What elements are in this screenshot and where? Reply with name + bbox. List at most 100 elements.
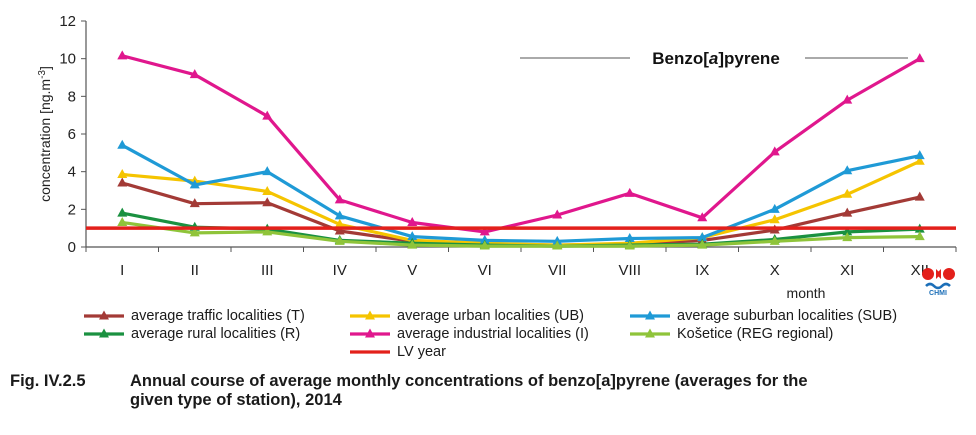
- y-tick-label: 0: [68, 239, 76, 256]
- data-point: [117, 50, 128, 60]
- x-tick-label: VIII: [618, 262, 641, 279]
- y-tick-label: 4: [68, 164, 76, 181]
- data-point: [552, 209, 563, 219]
- x-tick-label: IX: [695, 262, 709, 279]
- data-point: [407, 217, 418, 227]
- x-tick-label: VII: [548, 262, 566, 279]
- data-point: [262, 197, 273, 207]
- legend-triangle-swatch-icon: [84, 310, 124, 320]
- data-point: [117, 217, 128, 227]
- legend-label: average suburban localities (SUB): [677, 308, 898, 324]
- legend-label: average urban localities (UB): [397, 308, 584, 324]
- data-point: [914, 231, 925, 241]
- data-point: [262, 110, 273, 120]
- y-tick-label: 2: [68, 201, 76, 218]
- legend-item: LV year: [350, 342, 446, 362]
- data-point: [914, 155, 925, 165]
- legend-label: average industrial localities (I): [397, 326, 589, 342]
- data-point: [842, 232, 853, 242]
- legend-label: average traffic localities (T): [131, 308, 305, 324]
- chart-marks: [86, 50, 956, 250]
- data-point: [407, 231, 418, 241]
- data-point: [914, 150, 925, 160]
- data-point: [842, 207, 853, 217]
- x-tick-label: I: [120, 262, 124, 279]
- caption-text-line1: Annual course of average monthly concent…: [130, 372, 808, 390]
- title-background: [630, 44, 805, 72]
- series-line-2: [121, 143, 921, 243]
- legend-triangle-swatch-icon: [84, 328, 124, 338]
- data-point: [189, 179, 200, 189]
- data-point: [697, 232, 708, 242]
- data-point: [262, 166, 273, 176]
- legend-item: average suburban localities (SUB): [630, 306, 897, 326]
- data-point: [189, 227, 200, 237]
- data-point: [842, 94, 853, 104]
- chart-title: Benzo[a]pyrene: [652, 49, 780, 68]
- data-point: [117, 177, 128, 187]
- data-point: [914, 53, 925, 63]
- data-point: [334, 210, 345, 220]
- figure-caption: Fig. IV.2.5 Annual course of average mont…: [10, 372, 970, 410]
- data-point: [334, 225, 345, 235]
- data-point: [334, 194, 345, 204]
- legend-item: average rural localities (R): [84, 324, 300, 344]
- data-point: [624, 187, 635, 197]
- y-axis-title: concentration [ng.m-3]: [37, 66, 54, 202]
- series-line-4: [121, 54, 921, 234]
- data-point: [842, 188, 853, 198]
- data-point: [479, 240, 490, 250]
- legend-label: average rural localities (R): [131, 326, 301, 342]
- data-point: [769, 203, 780, 213]
- data-point: [189, 198, 200, 208]
- x-tick-label: IV: [333, 262, 347, 279]
- data-point: [189, 69, 200, 79]
- data-point: [842, 165, 853, 175]
- data-point: [552, 240, 563, 250]
- legend-item: average traffic localities (T): [84, 306, 305, 326]
- caption-text-line2: given type of station), 2014: [130, 391, 342, 409]
- data-point: [117, 139, 128, 149]
- y-tick-label: 8: [68, 88, 76, 105]
- x-tick-label: II: [191, 262, 199, 279]
- legend-label: Košetice (REG regional): [677, 326, 834, 342]
- data-point: [697, 212, 708, 222]
- legend-line-swatch-icon: [350, 350, 390, 354]
- data-point: [624, 240, 635, 250]
- y-tick-label: 12: [59, 13, 76, 30]
- legend-triangle-swatch-icon: [630, 310, 670, 320]
- x-tick-label: V: [407, 262, 417, 279]
- data-point: [334, 235, 345, 245]
- data-point: [479, 234, 490, 244]
- data-point: [479, 226, 490, 236]
- y-tick-label: 10: [59, 51, 76, 68]
- data-point: [769, 235, 780, 245]
- x-tick-label: XI: [840, 262, 854, 279]
- x-axis-title: month: [787, 285, 826, 300]
- x-tick-label: X: [770, 262, 780, 279]
- data-point: [624, 233, 635, 243]
- legend-label: LV year: [397, 344, 446, 360]
- legend-item: average industrial localities (I): [350, 324, 589, 344]
- x-tick-label: III: [261, 262, 274, 279]
- data-point: [769, 214, 780, 224]
- data-point: [769, 146, 780, 156]
- data-point: [697, 239, 708, 249]
- caption-number: Fig. IV.2.5: [10, 372, 86, 390]
- y-tick-label: 6: [68, 126, 76, 143]
- data-point: [334, 218, 345, 228]
- legend-item: average urban localities (UB): [350, 306, 584, 326]
- data-point: [117, 168, 128, 178]
- data-point: [262, 226, 273, 236]
- logo-text: CHMI: [929, 290, 947, 297]
- data-point: [407, 239, 418, 249]
- data-point: [552, 235, 563, 245]
- data-point: [914, 191, 925, 201]
- data-point: [842, 226, 853, 236]
- legend-triangle-swatch-icon: [350, 328, 390, 338]
- series-line-5: [122, 220, 920, 248]
- chmi-logo-icon: [922, 268, 955, 290]
- legend-triangle-swatch-icon: [630, 328, 670, 338]
